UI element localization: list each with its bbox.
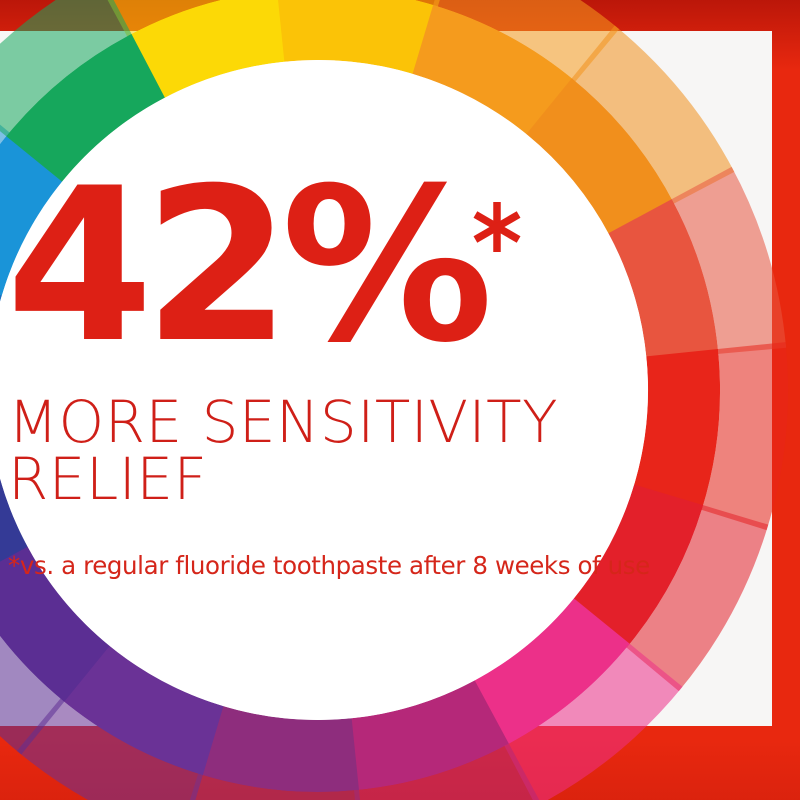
ring-outer-segment-magenta-pink <box>504 643 683 800</box>
ring-inner-segment-yellow <box>127 0 289 100</box>
ring-outer-segment-plum <box>189 773 361 800</box>
ring-inner-segment-magenta-pink <box>471 598 630 747</box>
subheadline-line-2: RELIEF <box>8 444 208 513</box>
ring-inner-segment-bright-red <box>632 349 720 510</box>
ring-inner-segment-coral-red <box>608 199 719 361</box>
ring-inner-segment-violet <box>0 543 110 702</box>
subheadline: MORE SENSITIVITY RELIEF <box>8 388 698 513</box>
ring-inner-segment-plum <box>198 704 359 792</box>
ring-outer-segment-purple <box>16 698 203 800</box>
ring-inner-segment-orange <box>412 4 576 137</box>
ring-outer-segment-magenta <box>354 743 540 800</box>
ring-inner-segment-green <box>6 33 165 182</box>
ring-outer-segment-crimson <box>626 505 769 692</box>
ring-outer-segment-green <box>0 0 132 137</box>
ring-inner-segment-magenta <box>347 680 509 791</box>
subheadline-line-1: MORE SENSITIVITY <box>8 388 559 456</box>
ring-inner-band <box>0 0 720 792</box>
asterisk-icon <box>473 202 521 252</box>
ring-outer-segment-coral-red <box>671 166 787 354</box>
ring-outer-segment-yellow <box>107 0 221 37</box>
ring-inner-segment-indigo <box>0 478 28 562</box>
ring-inner-segment-crimson <box>571 484 704 648</box>
message-block: 42% MORE SENSITIVITY RELIEF *vs. a regul… <box>0 160 700 581</box>
footnote-text: *vs. a regular fluoride toothpaste after… <box>8 551 650 580</box>
page-title: 42% <box>6 142 493 389</box>
ring-center-circle <box>0 60 648 720</box>
ring-outer-segment-violet <box>0 635 65 755</box>
headline-row: 42% <box>0 160 700 381</box>
ring-inner-segment-golden-yellow <box>278 0 438 76</box>
ring-outer-segment-bright-red <box>701 342 788 531</box>
ring-outer-segment-orange <box>433 0 620 82</box>
ring-inner-segment-purple <box>60 643 224 776</box>
ring-inner-segment-cyan-blue <box>0 132 65 296</box>
ring-outer-segment-deep-orange <box>571 25 735 204</box>
ring-inner-segment-deep-orange <box>526 78 675 237</box>
